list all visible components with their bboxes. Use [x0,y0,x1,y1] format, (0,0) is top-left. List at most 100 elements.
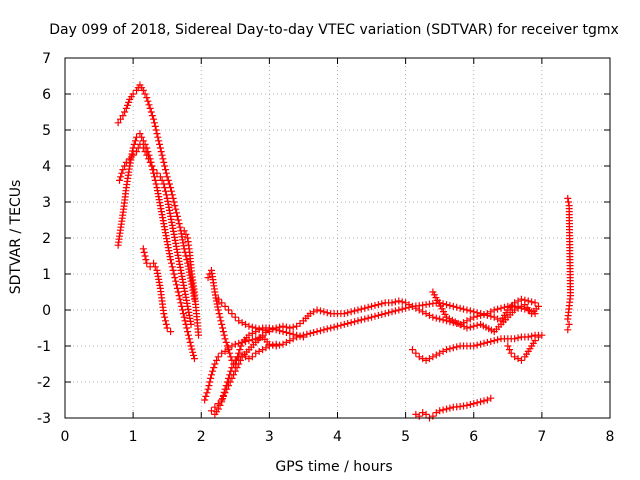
data-point [289,330,297,338]
data-point [176,295,184,303]
data-point [236,346,244,354]
data-point [218,320,226,328]
data-point [170,270,178,278]
data-point [534,333,542,341]
data-point [163,324,171,332]
data-point [361,315,369,323]
data-point [154,133,162,141]
data-point [470,313,478,321]
axis-ticks: 0 1 2 3 4 5 6 7 8 -3 -2 -1 0 1 2 3 4 5 6 7 [37,51,614,445]
y-tick-label: -1 [37,339,51,355]
data-point [230,360,238,368]
x-tick-label: 1 [129,429,138,445]
plot-frame [64,57,611,419]
data-point [354,306,362,314]
data-point [182,230,190,238]
data-point [162,191,170,199]
data-point [176,223,184,231]
data-point [167,184,175,192]
y-tick-label: 1 [42,267,51,283]
data-point [460,305,468,313]
data-point [276,341,284,349]
data-point [118,169,126,177]
data-point [222,382,230,390]
data-point [313,328,321,336]
data-point [190,351,198,359]
data-point [225,306,232,314]
data-point [129,90,137,98]
data-point [167,187,175,195]
x-axis-label: GPS time / hours [275,459,392,475]
data-point [564,326,572,334]
data-point [219,324,227,332]
data-point [168,263,176,271]
data-point [170,198,178,206]
data-point [143,259,151,267]
data-point [477,398,485,406]
data-point [517,295,525,303]
data-point [175,292,183,300]
data-point [477,340,485,348]
data-point [299,333,307,341]
data-point [480,311,488,318]
y-tick-label: 5 [42,123,51,139]
data-point [139,245,147,253]
data-point [517,356,525,364]
data-point [161,313,169,321]
data-point [228,310,236,318]
data-point [153,169,161,177]
data-point [180,227,188,235]
data-point [122,158,130,166]
y-tick-label: 4 [42,159,51,175]
data-point [220,388,228,396]
data-point [186,338,194,346]
data-point [126,155,134,163]
data-point [504,342,512,350]
data-point [443,405,450,413]
data-point [506,346,514,354]
data-point [150,119,158,127]
data-point [171,202,179,210]
data-point [214,405,222,413]
data-point [218,398,226,406]
data-point [142,256,150,264]
data-point [150,166,158,174]
data-point [279,328,287,336]
data-point [214,306,222,314]
data-point [141,252,149,260]
data-point [139,137,147,145]
x-tick-label: 3 [265,429,274,445]
data-point [204,385,212,393]
data-point [293,331,301,339]
data-point [211,360,219,368]
data-point [141,90,149,98]
data-point [524,297,532,305]
data-point [121,108,129,116]
data-point [225,346,232,354]
data-point [494,336,502,344]
data-point [161,187,169,195]
data-point [156,173,164,181]
data-point [412,349,420,357]
data-point [144,97,152,105]
data-point [168,191,176,199]
data-point [439,406,447,414]
data-point [161,184,169,192]
data-point [117,173,125,181]
x-tick-label: 4 [333,429,342,445]
data-point [226,349,234,357]
data-point [227,353,235,361]
data-point [153,130,161,138]
data-point [173,281,181,289]
data-point [228,364,236,372]
data-point [252,324,260,332]
data-points [114,81,574,422]
data-point [286,329,294,337]
data-point [391,298,399,306]
data-point [158,151,166,159]
data-point [398,298,406,306]
data-point [172,277,180,285]
data-point [289,323,297,331]
data-point [443,346,450,354]
data-point [219,395,227,403]
